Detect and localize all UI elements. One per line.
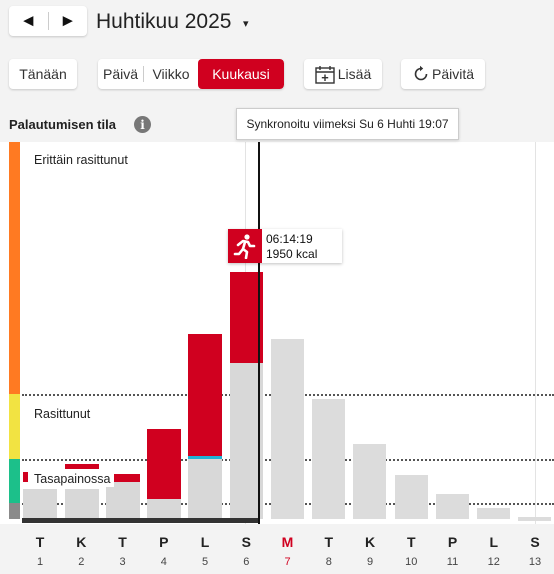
day-letter[interactable]: P (447, 534, 458, 550)
day-letter[interactable]: K (76, 534, 87, 550)
forecast-bar (477, 508, 510, 519)
activity-bar (147, 429, 181, 499)
day-number[interactable]: 7 (284, 556, 291, 568)
month-navigation: ◄ ► (9, 6, 87, 36)
activity-calories: 1950 kcal (266, 247, 318, 261)
forecast-bar (395, 475, 428, 519)
gridline (535, 142, 536, 524)
forecast-bar (353, 444, 386, 519)
refresh-label: Päivitä (431, 66, 475, 82)
today-button[interactable]: Tänään (9, 59, 77, 89)
activity-duration: 06:14:19 (266, 232, 313, 246)
day-number[interactable]: 13 (528, 556, 542, 568)
recovery-bar (65, 489, 99, 519)
month-title[interactable]: Huhtikuu 2025 (96, 10, 232, 33)
tab-week[interactable]: Viikko (152, 66, 190, 82)
refresh-icon (414, 65, 428, 81)
day-number[interactable]: 1 (36, 556, 44, 568)
zone-label-very-strained: Erittäin rasittunut (30, 152, 132, 168)
activity-bar (106, 474, 140, 482)
activity-bar (230, 272, 263, 363)
divider (47, 12, 49, 30)
day-number[interactable]: 4 (160, 556, 167, 568)
day-number[interactable]: 10 (405, 556, 418, 568)
day-number[interactable]: 3 (119, 556, 126, 568)
calendar-add-icon (315, 65, 335, 84)
refresh-button[interactable]: Päivitä (401, 59, 485, 89)
day-letter[interactable]: L (489, 534, 499, 550)
forecast-bar (271, 339, 304, 519)
day-letter[interactable]: P (159, 534, 169, 550)
tab-month[interactable]: Kuukausi (198, 59, 284, 89)
forecast-bar (436, 494, 469, 519)
sync-tooltip: Synkronoitu viimeksi Su 6 Huhti 19:07 (236, 108, 459, 140)
chevron-down-icon[interactable]: ▾ (243, 18, 249, 30)
recovery-bar (106, 482, 140, 519)
zone-low (9, 503, 20, 519)
activity-bar (188, 334, 222, 456)
forecast-bar (312, 399, 345, 519)
zone-label-balanced: Tasapainossa (30, 471, 115, 487)
current-time-line (258, 142, 260, 524)
day-number[interactable]: 11 (446, 556, 459, 568)
add-label: Lisää (337, 66, 372, 82)
add-button[interactable]: Lisää (304, 59, 382, 89)
divider (143, 66, 144, 82)
activity-bar (65, 464, 99, 469)
day-letter[interactable]: M (281, 534, 294, 550)
day-letter[interactable]: T (324, 534, 334, 550)
previous-month-button[interactable]: ◄ (19, 11, 37, 30)
day-letter[interactable]: T (118, 534, 127, 550)
day-number[interactable]: 12 (487, 556, 500, 568)
activity-tooltip[interactable]: 06:14:19 1950 kcal (228, 229, 342, 263)
day-letter[interactable]: T (35, 534, 45, 550)
recovery-bar (188, 459, 222, 519)
day-number[interactable]: 6 (243, 556, 250, 568)
day-number[interactable]: 9 (366, 556, 374, 568)
zone-balanced (9, 459, 20, 503)
day-number[interactable]: 8 (325, 556, 332, 568)
recovery-bar (147, 499, 181, 519)
day-number[interactable]: 5 (201, 556, 209, 568)
day-letter[interactable]: T (406, 534, 416, 550)
day-letter[interactable]: S (241, 534, 251, 550)
day-letter[interactable]: L (200, 534, 210, 550)
recovery-bar (230, 363, 263, 519)
zone-strained (9, 394, 20, 459)
tab-day[interactable]: Päivä (102, 66, 139, 82)
next-month-button[interactable]: ► (59, 11, 77, 30)
day-letter[interactable]: K (364, 534, 376, 550)
info-icon[interactable]: i (134, 116, 151, 133)
activity-bar-edge (188, 456, 222, 459)
day-letter[interactable]: S (530, 534, 540, 550)
recovery-bar (23, 489, 57, 519)
zone-label-strained: Rasittunut (30, 406, 95, 422)
activity-bar (23, 472, 28, 482)
running-icon (228, 229, 262, 263)
chart-baseline (22, 518, 258, 523)
section-title: Palautumisen tila (9, 117, 116, 132)
view-switcher: Päivä Viikko Kuukausi (98, 59, 284, 89)
day-number[interactable]: 2 (78, 556, 85, 568)
zone-very-strained (9, 142, 20, 394)
forecast-bar (518, 517, 551, 521)
